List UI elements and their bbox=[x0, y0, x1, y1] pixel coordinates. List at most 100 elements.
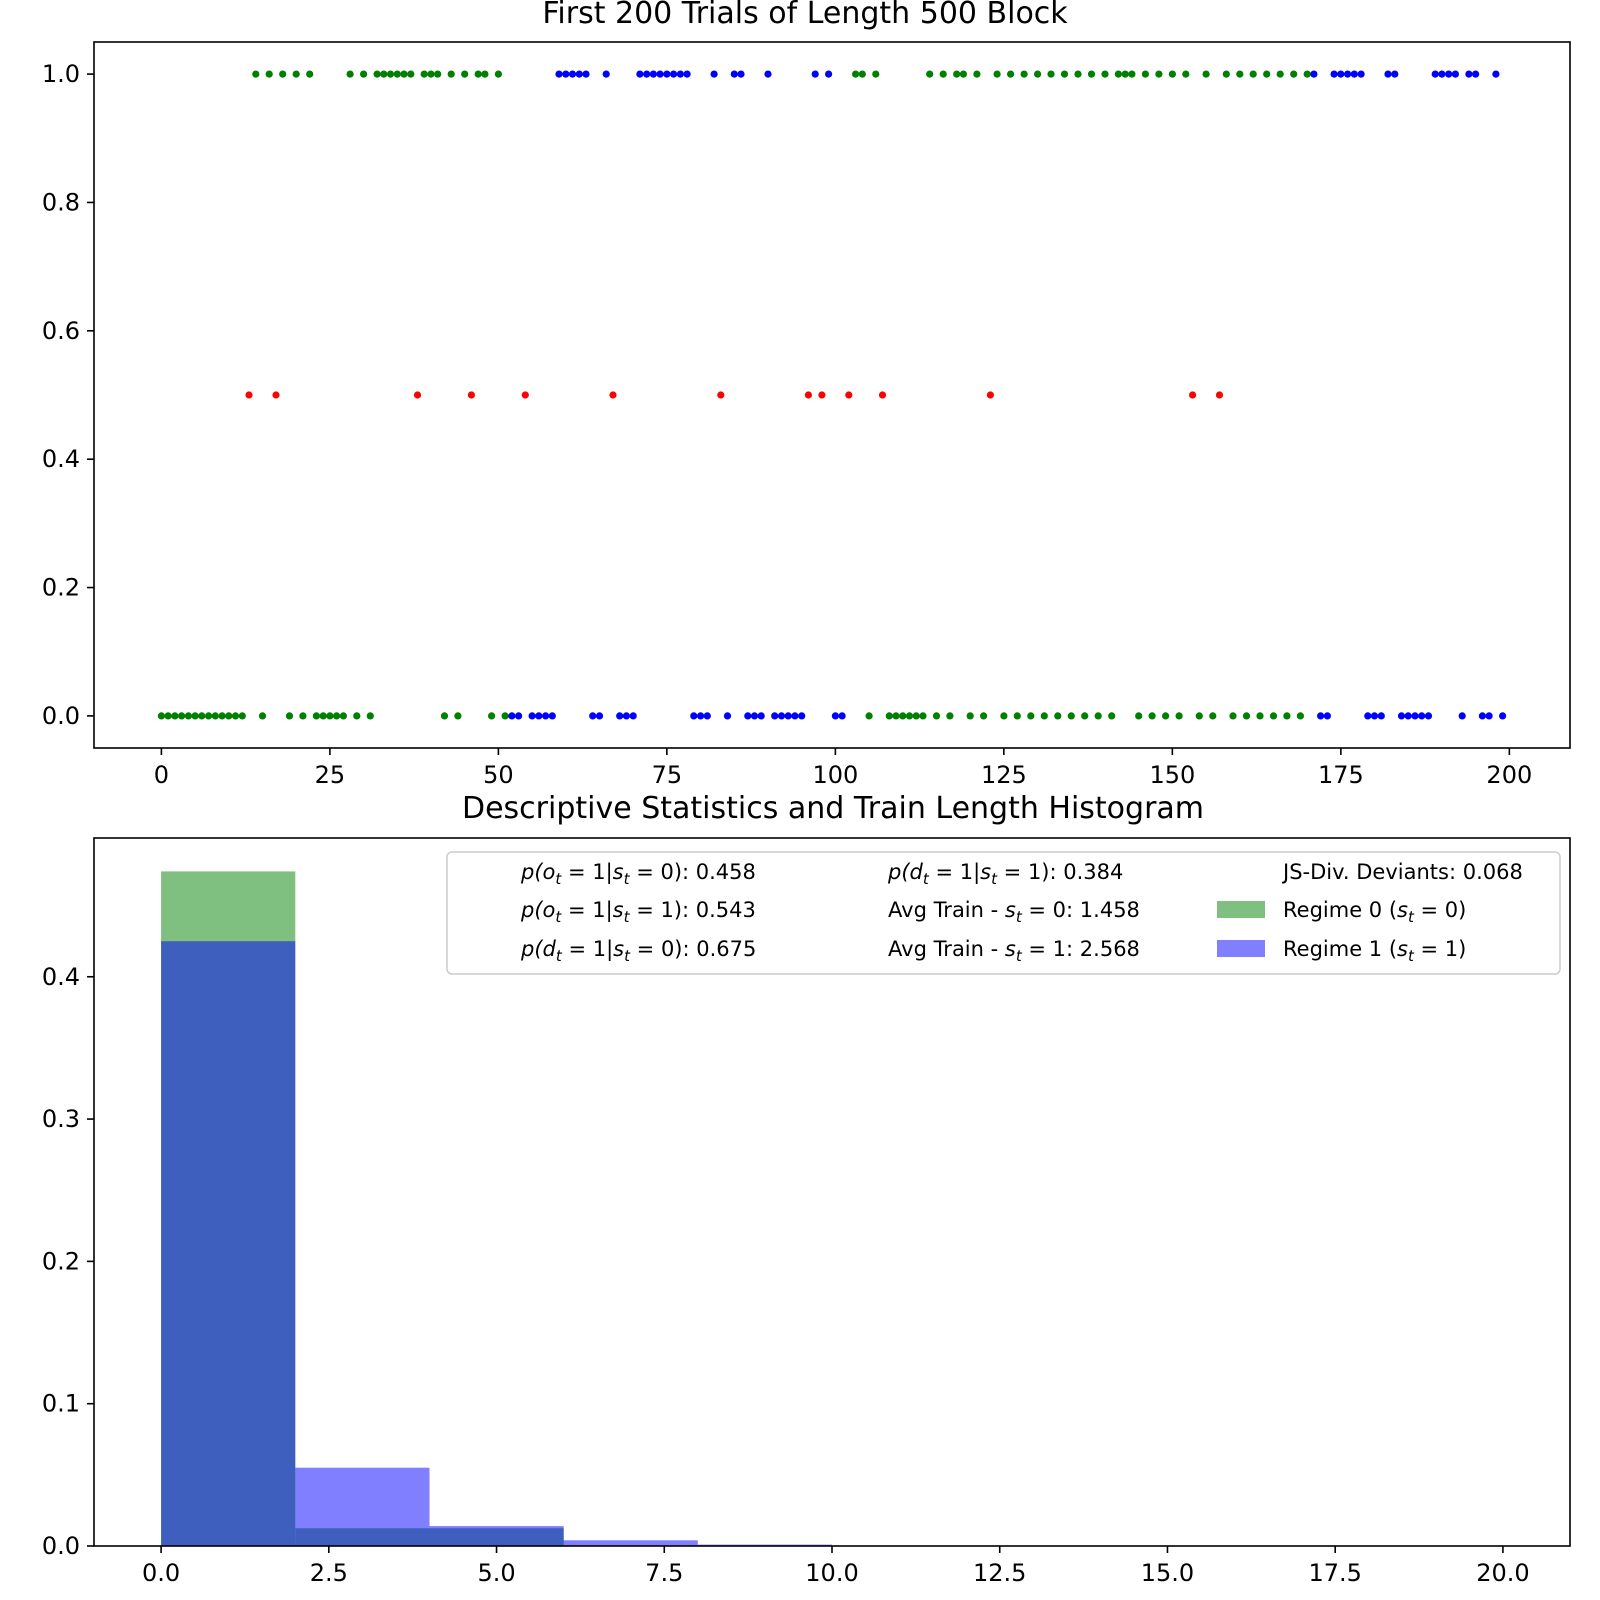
x-tick-label: 12.5 bbox=[973, 1559, 1026, 1587]
scatter-point bbox=[1276, 70, 1284, 78]
scatter-point bbox=[589, 712, 597, 720]
x-tick-label: 200 bbox=[1486, 761, 1532, 789]
scatter-point bbox=[575, 70, 583, 78]
scatter-point bbox=[1283, 712, 1291, 720]
scatter-point bbox=[1384, 70, 1392, 78]
scatter-point bbox=[663, 70, 671, 78]
x-tick-label: 175 bbox=[1318, 761, 1364, 789]
scatter-point bbox=[1215, 391, 1224, 399]
scatter-point bbox=[1027, 712, 1035, 720]
scatter-point bbox=[366, 712, 374, 720]
scatter-point bbox=[535, 712, 543, 720]
scatter-point bbox=[1081, 712, 1089, 720]
scatter-point bbox=[474, 70, 482, 78]
scatter-point bbox=[292, 70, 300, 78]
scatter-point bbox=[1182, 70, 1190, 78]
scatter-point bbox=[1034, 70, 1042, 78]
scatter-point bbox=[609, 391, 617, 399]
scatter-point bbox=[757, 712, 765, 720]
scatter-point bbox=[508, 712, 516, 720]
scatter-point bbox=[649, 70, 658, 78]
scatter-point bbox=[872, 70, 880, 78]
scatter-point bbox=[440, 712, 449, 720]
scatter-point bbox=[211, 712, 219, 720]
scatter-point bbox=[723, 712, 732, 720]
x-tick-label: 7.5 bbox=[645, 1559, 683, 1587]
scatter-point bbox=[231, 712, 240, 720]
scatter-point bbox=[737, 70, 745, 78]
scatter-point bbox=[1195, 712, 1203, 720]
scatter-point bbox=[1397, 712, 1406, 720]
scatter-point bbox=[218, 712, 226, 720]
scatter-point bbox=[555, 70, 563, 78]
scatter-point bbox=[299, 712, 307, 720]
histogram-y-axis: 0.0 0.1 0.2 0.3 0.4 bbox=[42, 963, 94, 1560]
scatter-point bbox=[306, 70, 314, 78]
scatter-point bbox=[1485, 712, 1493, 720]
scatter-point bbox=[312, 712, 320, 720]
x-tick-label: 2.5 bbox=[310, 1559, 348, 1587]
scatter-point bbox=[467, 391, 475, 399]
stat-avg-train-s1: Avg Train - st = 1: 2.568 bbox=[888, 937, 1140, 965]
scatter-point bbox=[1317, 712, 1325, 720]
x-tick-label: 10.0 bbox=[805, 1559, 858, 1587]
scatter-point bbox=[1020, 70, 1028, 78]
scatter-point bbox=[764, 70, 772, 78]
scatter-point bbox=[171, 712, 179, 720]
scatter-point bbox=[373, 70, 381, 78]
scatter-y-axis: 0.0 0.2 0.4 0.6 0.8 1.0 bbox=[42, 60, 94, 730]
scatter-point bbox=[676, 70, 685, 78]
scatter-point bbox=[980, 712, 988, 720]
scatter-point bbox=[1499, 712, 1507, 720]
legend-frame bbox=[446, 851, 1561, 975]
scatter-point bbox=[777, 712, 786, 720]
scatter-point bbox=[1168, 70, 1176, 78]
y-tick-label: 1.0 bbox=[42, 60, 80, 88]
scatter-point bbox=[878, 391, 887, 399]
scatter-point bbox=[1303, 70, 1311, 78]
scatter-point bbox=[1242, 712, 1251, 720]
scatter-point bbox=[1013, 712, 1021, 720]
scatter-point bbox=[899, 712, 907, 720]
scatter-point bbox=[932, 712, 941, 720]
scatter-point bbox=[1344, 70, 1352, 78]
scatter-point bbox=[205, 712, 213, 720]
scatter-point bbox=[1296, 712, 1304, 720]
scatter-point bbox=[838, 712, 846, 720]
scatter-point bbox=[1108, 712, 1116, 720]
scatter-point bbox=[272, 391, 280, 399]
scatter-point bbox=[568, 70, 577, 78]
scatter-point bbox=[1418, 712, 1426, 720]
scatter-point bbox=[744, 712, 752, 720]
scatter-point bbox=[1141, 70, 1149, 78]
scatter-point bbox=[1323, 712, 1331, 720]
scatter-point bbox=[1370, 712, 1379, 720]
scatter-point bbox=[636, 70, 644, 78]
histogram-bar-regime-1 bbox=[295, 1467, 430, 1546]
x-tick-label: 15.0 bbox=[1141, 1559, 1194, 1587]
scatter-point bbox=[1054, 712, 1062, 720]
scatter-point bbox=[1229, 712, 1237, 720]
scatter-point bbox=[434, 70, 442, 78]
scatter-point bbox=[582, 70, 590, 78]
scatter-point bbox=[1249, 70, 1257, 78]
scatter-point bbox=[1492, 70, 1500, 78]
scatter-point bbox=[420, 70, 428, 78]
scatter-point bbox=[1465, 70, 1473, 78]
scatter-point bbox=[926, 70, 934, 78]
scatter-point bbox=[1269, 712, 1278, 720]
scatter-point bbox=[488, 712, 496, 720]
scatter-point bbox=[831, 712, 840, 720]
scatter-point bbox=[427, 70, 435, 78]
y-tick-label: 0.3 bbox=[42, 1105, 80, 1133]
scatter-point bbox=[730, 70, 738, 78]
x-tick-label: 125 bbox=[981, 761, 1027, 789]
scatter-point bbox=[407, 70, 415, 78]
scatter-point bbox=[973, 70, 981, 78]
scatter-point bbox=[1222, 70, 1230, 78]
scatter-point bbox=[771, 712, 779, 720]
y-tick-label: 0.4 bbox=[42, 963, 80, 991]
y-tick-label: 0.6 bbox=[42, 317, 80, 345]
scatter-point bbox=[1000, 712, 1008, 720]
